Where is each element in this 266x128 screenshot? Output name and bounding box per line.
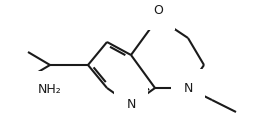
Text: NH₂: NH₂: [38, 83, 62, 96]
Text: N: N: [183, 82, 193, 94]
Text: N: N: [126, 99, 136, 111]
Text: O: O: [153, 4, 163, 17]
